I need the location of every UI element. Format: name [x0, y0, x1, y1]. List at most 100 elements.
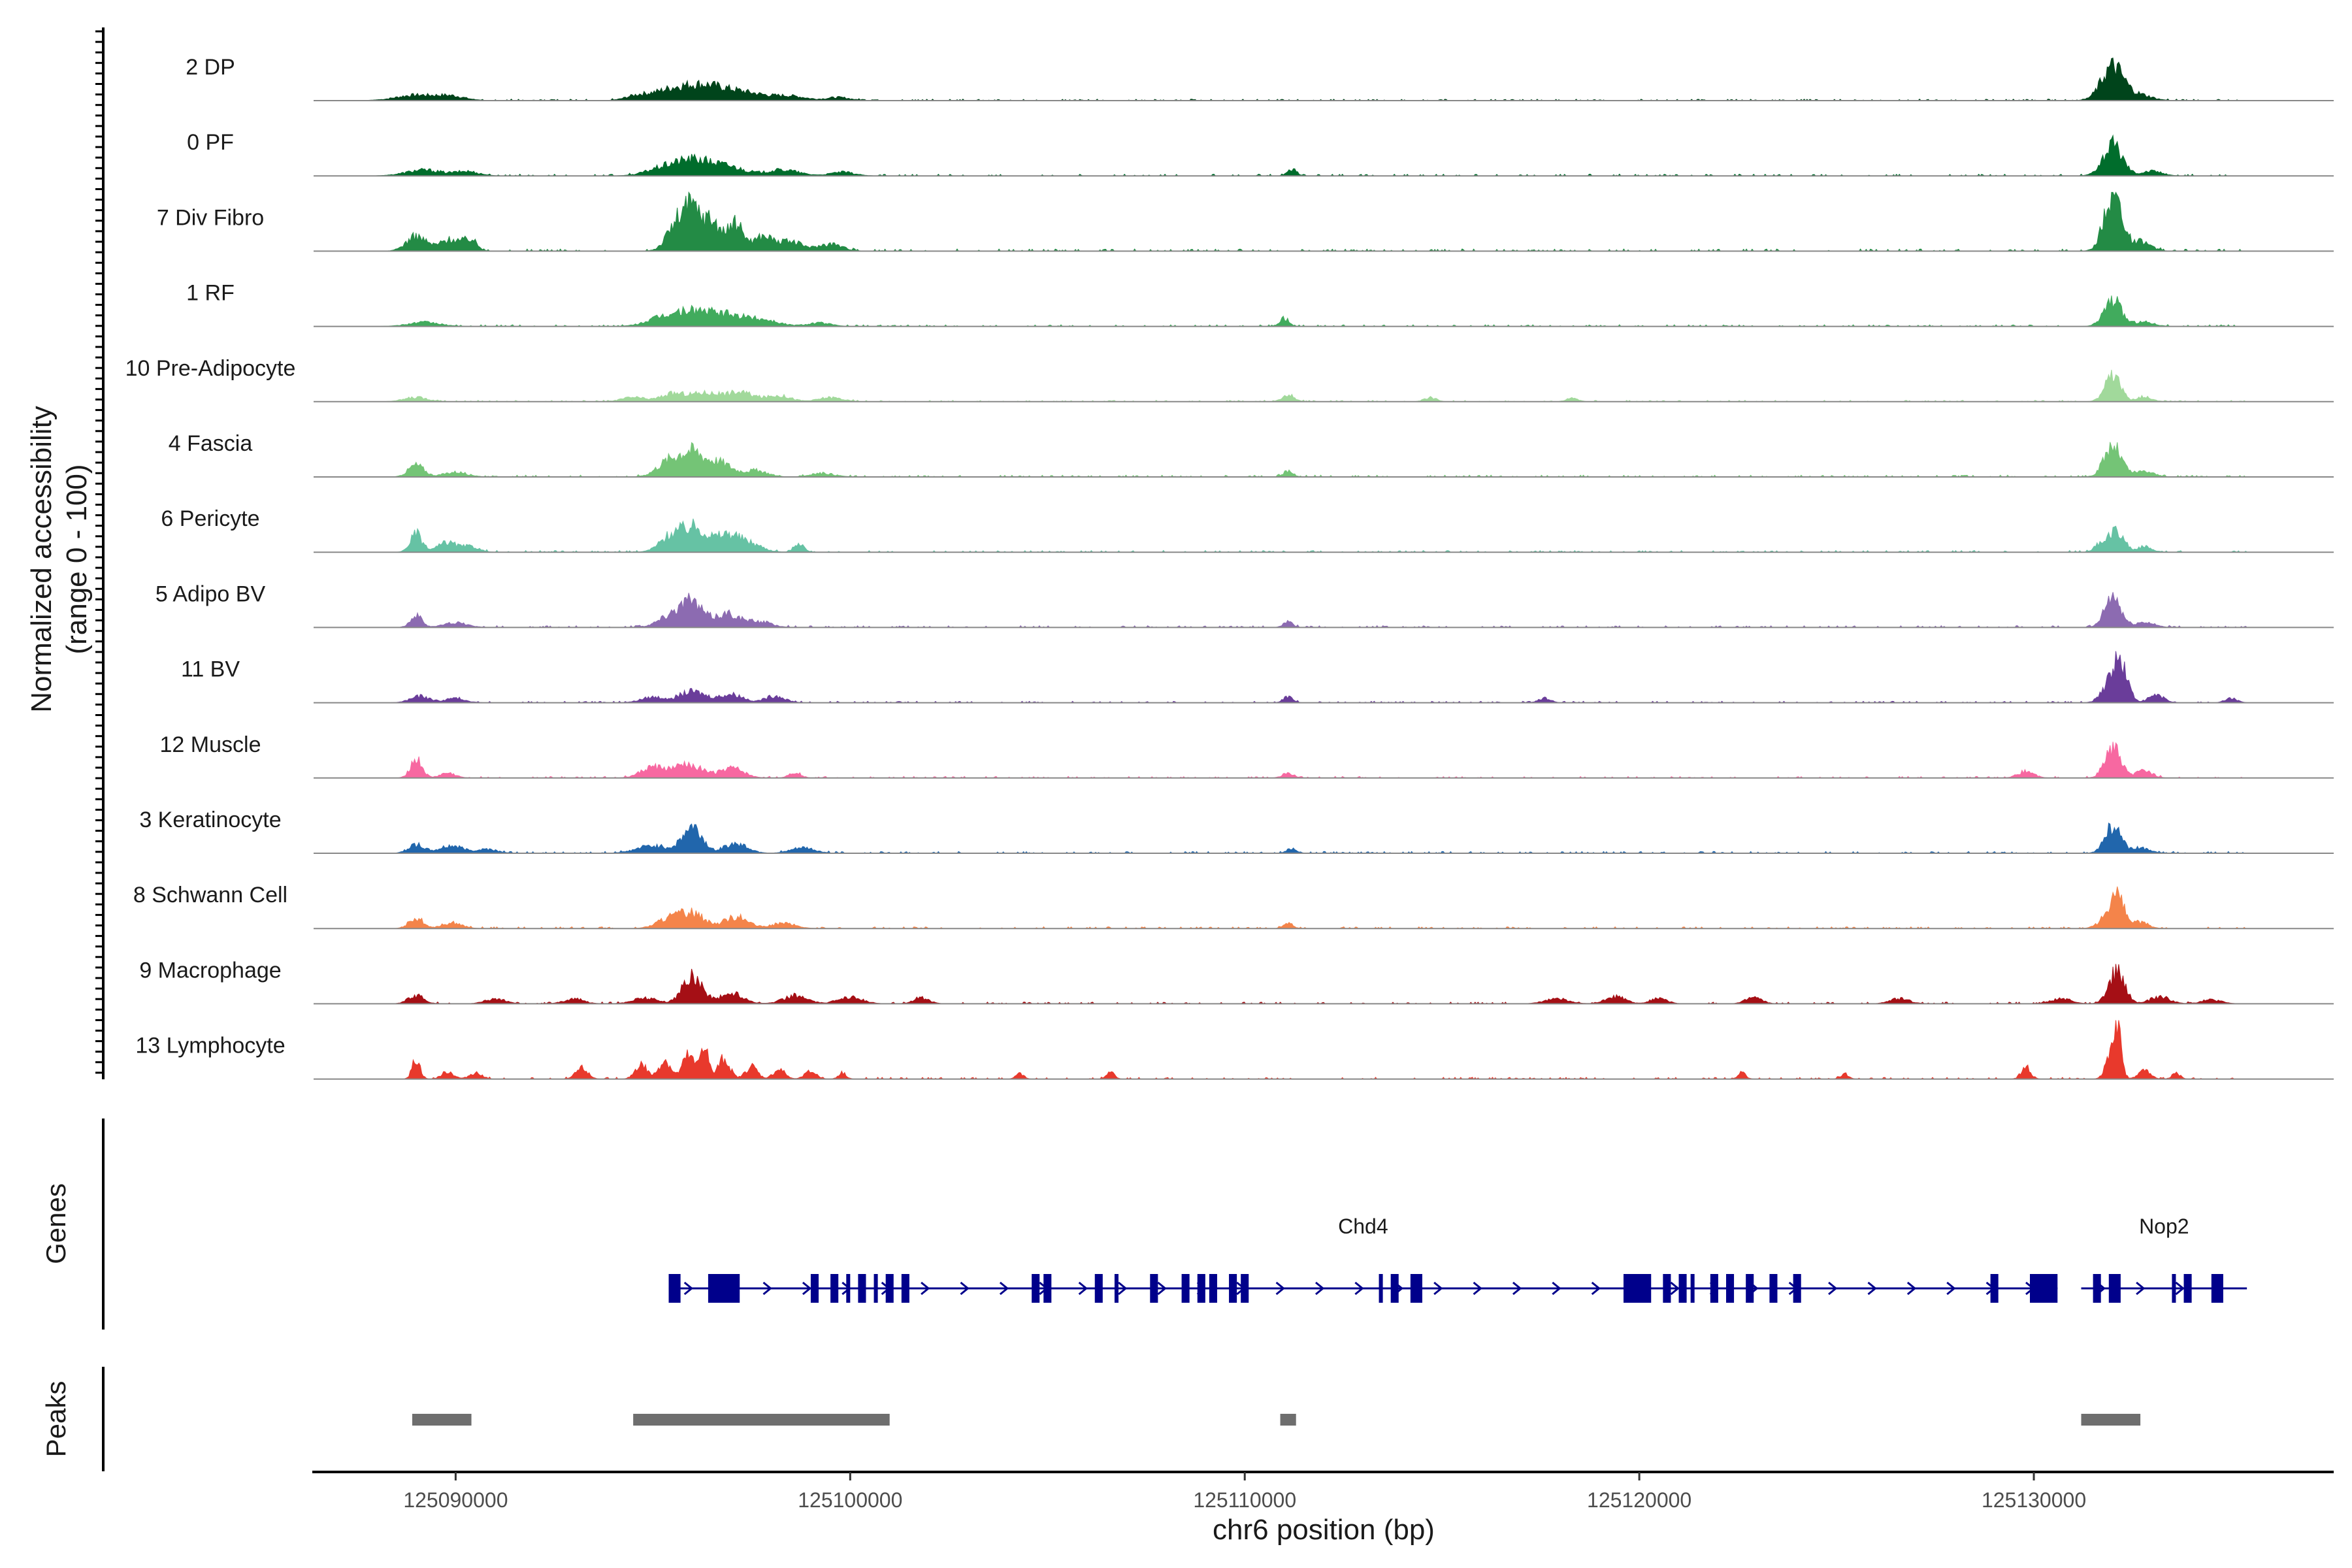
exon-block — [1181, 1274, 1190, 1303]
track-label: 6 Pericyte — [161, 506, 259, 531]
exon-block — [2183, 1274, 2192, 1303]
exon-block — [830, 1274, 839, 1303]
strand-arrow-icon — [1275, 1281, 1285, 1296]
exon-block — [1769, 1274, 1778, 1303]
track-label: 5 Adipo BV — [155, 581, 266, 606]
exon-block — [708, 1274, 740, 1303]
exon-block — [668, 1274, 681, 1303]
coverage-track: 10 Pre-Adipocyte — [125, 356, 2334, 402]
coverage-area — [314, 651, 2334, 704]
strand-arrow-icon — [1906, 1281, 1917, 1296]
peak-regions — [412, 1414, 2141, 1426]
x-tick-label: 125090000 — [403, 1488, 508, 1512]
coverage-area — [314, 823, 2334, 854]
x-tick-label: 125110000 — [1193, 1488, 1296, 1512]
exon-block — [1150, 1274, 1158, 1303]
exon-block — [1793, 1274, 1801, 1303]
strand-arrow-icon — [1433, 1281, 1443, 1296]
strand-arrow-icon — [2136, 1281, 2146, 1296]
exon-block — [1410, 1274, 1422, 1303]
coverage-track: 12 Muscle — [160, 732, 2334, 779]
coverage-track: 11 BV — [181, 651, 2334, 704]
exon-block — [874, 1274, 878, 1303]
coverage-area — [314, 57, 2334, 101]
strand-arrow-icon — [1828, 1281, 1838, 1296]
exon-block — [1197, 1274, 1205, 1303]
x-tick-label: 125130000 — [1982, 1488, 2086, 1512]
coverage-track: 5 Adipo BV — [155, 581, 2334, 629]
genes-panel-title: Genes — [41, 1183, 71, 1264]
coverage-tracks: 2 DP 0 PF 7 Div Fibro 1 RF 10 Pre-Adipocyte 4… — [125, 55, 2334, 1080]
strand-arrow-icon — [921, 1281, 930, 1296]
exon-block — [2108, 1274, 2121, 1303]
strand-arrow-icon — [999, 1281, 1009, 1296]
strand-arrow-icon — [1157, 1281, 1167, 1296]
peaks-panel: Peaks — [41, 1367, 2141, 1471]
coverage-area — [314, 295, 2334, 327]
exon-block — [1623, 1274, 1652, 1303]
peak-region-bar — [412, 1414, 472, 1426]
x-axis-title: chr6 position (bp) — [1213, 1514, 1435, 1546]
exon-block — [885, 1274, 894, 1303]
coverage-area — [314, 1020, 2334, 1080]
track-label: 1 RF — [186, 281, 235, 306]
strand-arrow-icon — [1354, 1281, 1364, 1296]
exon-block — [1390, 1274, 1399, 1303]
strand-arrow-icon — [683, 1281, 694, 1296]
track-label: 13 Lymphocyte — [135, 1034, 285, 1058]
strand-arrow-icon — [1867, 1281, 1877, 1296]
track-label: 4 Fascia — [169, 431, 253, 456]
coverage-track: 4 Fascia — [169, 431, 2334, 478]
exon-block — [2029, 1274, 2058, 1303]
coverage-track: 0 PF — [187, 130, 2334, 177]
gene-models: Chd4 Nop2 — [668, 1215, 2247, 1303]
track-label: 10 Pre-Adipocyte — [125, 356, 296, 381]
gene-model: Nop2 — [2081, 1215, 2247, 1303]
peak-region-bar — [633, 1414, 890, 1426]
track-label: 2 DP — [186, 55, 235, 80]
exon-block — [1663, 1274, 1671, 1303]
exon-block — [858, 1274, 866, 1303]
strand-arrow-icon — [1591, 1281, 1601, 1296]
strand-arrow-icon — [1670, 1281, 1680, 1296]
exon-block — [1990, 1274, 1999, 1303]
exon-block — [1032, 1274, 1040, 1303]
peak-region-bar — [2081, 1414, 2141, 1426]
gene-model: Chd4 — [668, 1215, 2058, 1303]
x-tick-label: 125120000 — [1587, 1488, 1691, 1512]
exon-block — [1710, 1274, 1718, 1303]
y-axis-title-line1: Normalized accessibility — [25, 406, 57, 712]
coverage-area — [314, 886, 2334, 929]
track-label: 8 Schwann Cell — [133, 883, 287, 907]
coverage-track: 7 Div Fibro — [157, 191, 2334, 252]
coverage-area — [314, 191, 2334, 252]
strand-arrow-icon — [1315, 1281, 1325, 1296]
x-axis-ticks: 125090000 125100000 125110000 125120000 1251… — [403, 1472, 2086, 1512]
exon-block — [2172, 1274, 2176, 1303]
track-label: 0 PF — [187, 130, 234, 155]
genes-panel: Genes Chd4 Nop2 — [41, 1119, 2247, 1330]
coverage-area — [314, 592, 2334, 629]
coverage-area — [314, 518, 2334, 553]
exon-block — [846, 1274, 851, 1303]
exon-block — [1241, 1274, 1249, 1303]
y-axis — [95, 27, 105, 1079]
coverage-area — [314, 742, 2334, 779]
coverage-track: 3 Keratinocyte — [139, 808, 2334, 854]
track-label: 9 Macrophage — [139, 958, 281, 983]
coverage-area — [314, 370, 2334, 402]
strand-arrow-icon — [1118, 1281, 1128, 1296]
strand-arrow-icon — [1946, 1281, 1956, 1296]
strand-arrow-icon — [1078, 1281, 1088, 1296]
strand-arrow-icon — [802, 1281, 812, 1296]
gene-label: Chd4 — [1338, 1215, 1388, 1238]
coverage-track: 1 RF — [186, 281, 2334, 327]
strand-arrow-icon — [1473, 1281, 1482, 1296]
exon-block — [1094, 1274, 1103, 1303]
strand-arrow-icon — [2175, 1281, 2185, 1296]
exon-block — [901, 1274, 909, 1303]
track-label: 12 Muscle — [160, 732, 261, 757]
coverage-track: 9 Macrophage — [139, 958, 2334, 1005]
peak-region-bar — [1280, 1414, 1296, 1426]
